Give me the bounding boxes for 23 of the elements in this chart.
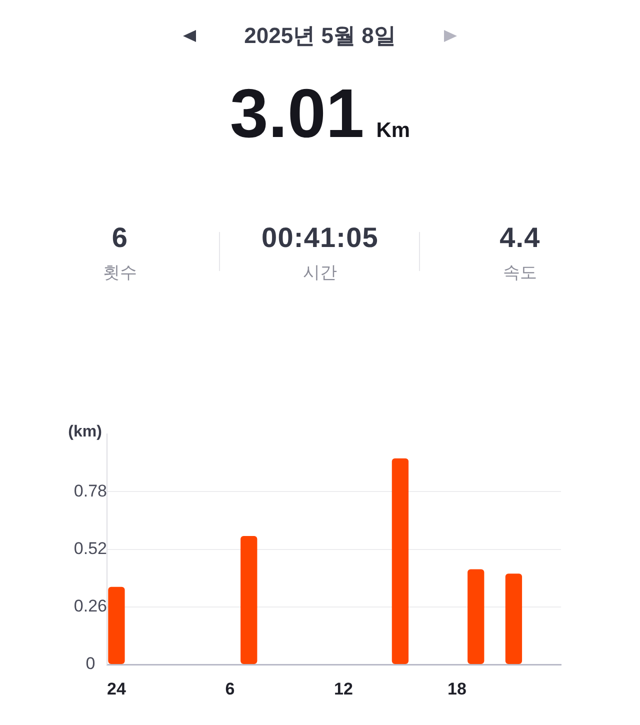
y-axis-title: (km) <box>68 423 102 440</box>
bar <box>108 586 125 664</box>
text: Km <box>376 119 410 143</box>
y-tick-label: 0.78 <box>74 481 108 500</box>
y-tick-label: 0.26 <box>74 596 108 616</box>
x-tick-label: 6 <box>225 679 235 698</box>
text: 4.4 <box>498 221 542 255</box>
text: 횟수 <box>102 262 138 284</box>
x-tick-label: 24 <box>106 679 126 698</box>
x-tick-label: 18 <box>447 679 466 698</box>
bar <box>392 458 409 664</box>
bar <box>505 574 522 664</box>
text: 6 <box>110 221 130 255</box>
text: 00:41:05 <box>260 221 380 255</box>
bar <box>468 569 484 664</box>
y-tick-label: 0 <box>86 654 96 674</box>
text: 시간 <box>302 262 338 284</box>
bar <box>240 536 258 664</box>
text: 속도 <box>502 262 538 284</box>
chart-title: 2025년 5월 8일 <box>243 22 397 50</box>
x-tick-label: 12 <box>334 679 353 698</box>
y-tick-label: 0.52 <box>74 538 108 558</box>
text: 3.01 <box>230 74 364 154</box>
